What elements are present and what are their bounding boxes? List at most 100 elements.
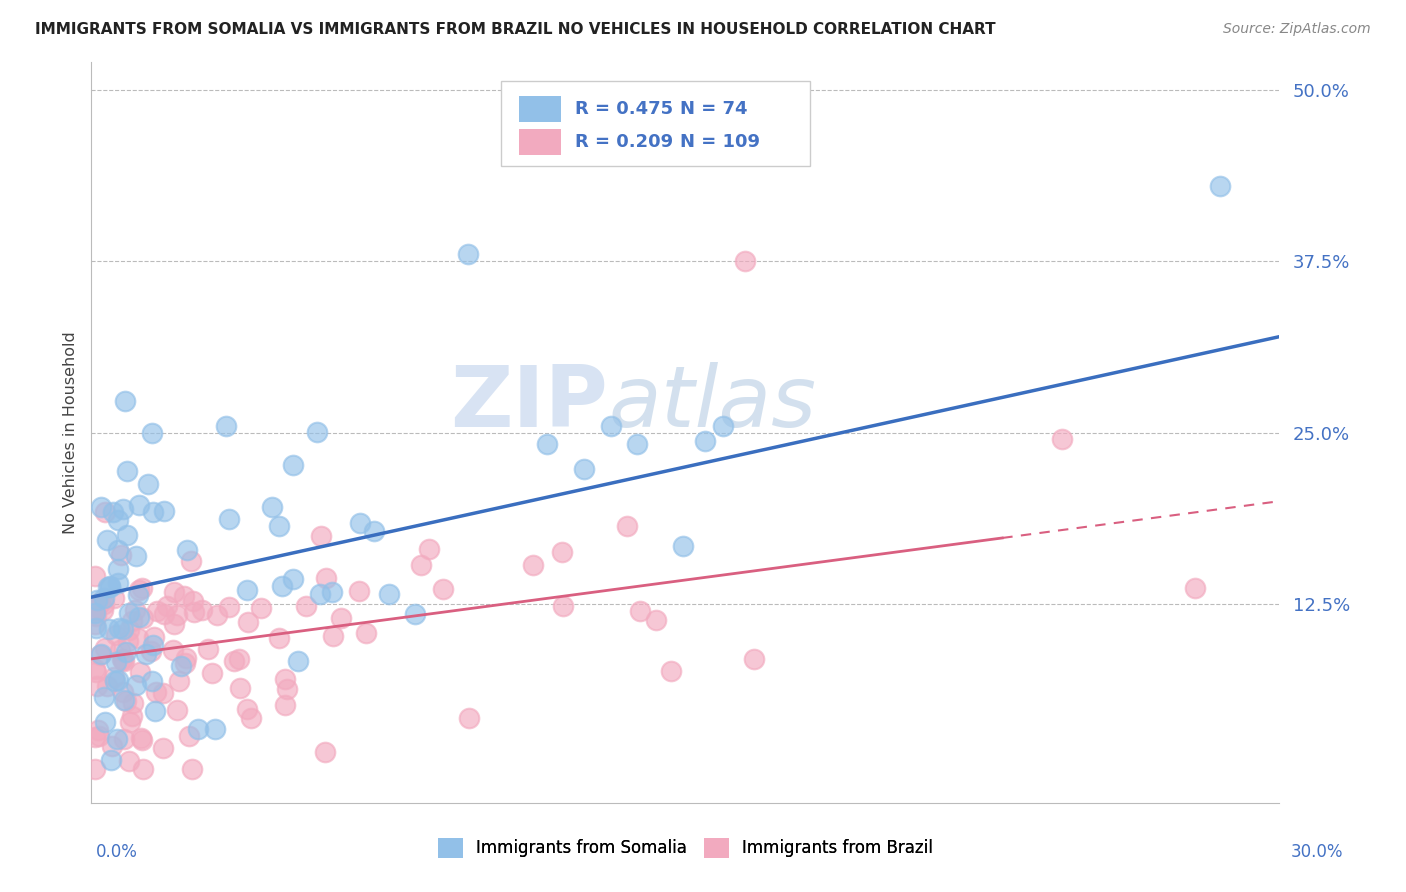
Point — [457, 711, 479, 725]
Point — [166, 703, 188, 717]
Point — [112, 732, 135, 747]
Point — [166, 608, 188, 623]
Point — [89, 596, 111, 610]
Point — [187, 722, 209, 736]
Point — [125, 549, 148, 563]
Point — [201, 666, 224, 681]
Point — [176, 543, 198, 558]
Point — [94, 714, 117, 729]
Point — [117, 464, 139, 478]
Point — [136, 477, 159, 491]
Point — [235, 582, 257, 597]
Point — [281, 458, 304, 472]
Point — [100, 753, 122, 767]
Text: atlas: atlas — [609, 361, 815, 444]
Point — [84, 662, 107, 676]
Point — [236, 701, 259, 715]
Point — [378, 587, 401, 601]
Point — [174, 651, 197, 665]
Point — [153, 607, 176, 621]
Point — [404, 607, 426, 622]
Point — [1184, 581, 1206, 595]
Point — [711, 419, 734, 434]
Point — [104, 628, 127, 642]
Point — [170, 658, 193, 673]
Point — [276, 681, 298, 696]
Point — [163, 585, 186, 599]
Point — [84, 762, 107, 776]
Point — [550, 545, 572, 559]
Point — [107, 562, 129, 576]
Point — [84, 569, 107, 583]
Point — [94, 506, 117, 520]
Point — [118, 754, 141, 768]
Point — [572, 462, 595, 476]
Point — [84, 608, 107, 623]
Point — [84, 617, 107, 632]
Point — [129, 665, 152, 680]
Point — [215, 419, 238, 434]
Point — [305, 425, 328, 439]
Point — [89, 648, 111, 662]
Point — [287, 654, 309, 668]
Point — [218, 599, 240, 614]
Point — [179, 729, 201, 743]
Point — [114, 694, 136, 708]
Point — [84, 730, 107, 744]
Point — [645, 613, 668, 627]
Point — [117, 634, 139, 648]
Point — [240, 710, 263, 724]
Point — [322, 629, 344, 643]
Point — [131, 732, 153, 747]
Point — [162, 643, 184, 657]
Point — [121, 614, 143, 628]
Point — [117, 528, 139, 542]
Text: 30.0%: 30.0% — [1291, 843, 1343, 861]
Bar — [519, 96, 561, 122]
Point — [93, 591, 115, 605]
Point — [112, 653, 135, 667]
Point — [143, 704, 166, 718]
Point — [457, 247, 479, 261]
Text: R = 0.475: R = 0.475 — [575, 100, 673, 118]
Point — [142, 639, 165, 653]
Point — [84, 621, 107, 635]
Point — [163, 616, 186, 631]
Point — [229, 681, 252, 695]
Point — [93, 597, 115, 611]
Text: R = 0.209: R = 0.209 — [575, 133, 673, 151]
Point — [107, 576, 129, 591]
Point — [98, 581, 121, 595]
Text: ZIP: ZIP — [450, 361, 609, 444]
Point — [671, 539, 693, 553]
Point — [271, 579, 294, 593]
Point — [1050, 433, 1073, 447]
Point — [249, 600, 271, 615]
Point — [191, 603, 214, 617]
Point — [152, 686, 174, 700]
Point — [90, 647, 112, 661]
Point — [167, 674, 190, 689]
Point — [321, 585, 343, 599]
Point — [121, 709, 143, 723]
Point — [101, 506, 124, 520]
Text: IMMIGRANTS FROM SOMALIA VS IMMIGRANTS FROM BRAZIL NO VEHICLES IN HOUSEHOLD CORRE: IMMIGRANTS FROM SOMALIA VS IMMIGRANTS FR… — [35, 22, 995, 37]
Point — [418, 542, 440, 557]
Point — [118, 606, 141, 620]
Point — [274, 698, 297, 712]
Point — [108, 621, 131, 635]
Point — [107, 673, 129, 687]
Point — [111, 502, 134, 516]
Point — [218, 512, 240, 526]
Point — [86, 679, 108, 693]
Point — [308, 587, 330, 601]
Point — [329, 611, 352, 625]
Point — [183, 605, 205, 619]
Point — [180, 554, 202, 568]
Point — [155, 599, 177, 614]
Point — [104, 674, 127, 689]
Point — [112, 655, 135, 669]
Point — [742, 651, 765, 665]
Point — [86, 599, 108, 613]
Point — [96, 533, 118, 547]
